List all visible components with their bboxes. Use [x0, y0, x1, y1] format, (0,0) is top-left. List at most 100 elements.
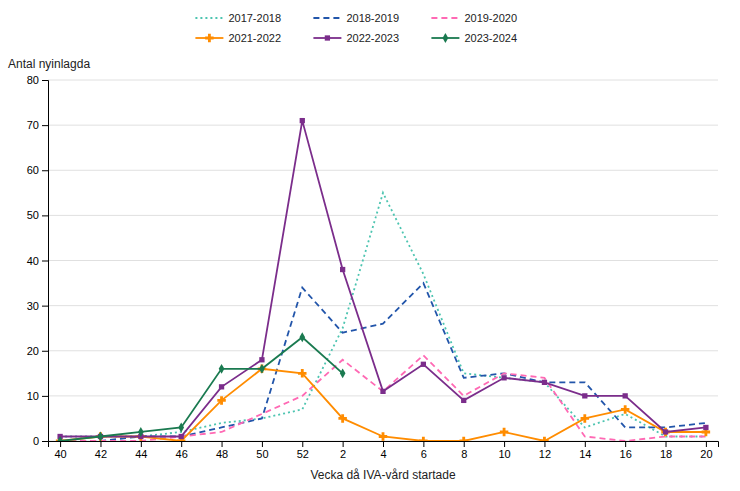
line — [60, 337, 343, 441]
x-tick: 2 — [340, 441, 346, 460]
legend-marker — [443, 33, 449, 43]
grid — [48, 80, 718, 441]
marker — [500, 428, 508, 436]
y-tick-label: 10 — [27, 390, 39, 402]
marker — [219, 384, 224, 389]
marker — [340, 267, 345, 272]
x-tick-mark — [302, 441, 303, 447]
line — [60, 193, 706, 437]
line — [60, 355, 706, 441]
x-tick: 14 — [579, 441, 591, 460]
y-tick-mark — [42, 80, 48, 81]
series — [60, 193, 706, 437]
x-tick-label: 12 — [539, 448, 551, 460]
x-tick: 8 — [461, 441, 467, 460]
legend-item: 2019-2020 — [431, 12, 517, 24]
x-tick-mark — [423, 441, 424, 447]
x-tick-label: 40 — [54, 448, 66, 460]
x-tick-mark — [625, 441, 626, 447]
y-axis: 01020304050607080 — [27, 74, 49, 447]
series — [57, 332, 345, 441]
x-tick-mark — [343, 441, 344, 447]
x-tick-label: 48 — [216, 448, 228, 460]
y-tick: 30 — [27, 300, 48, 312]
series — [60, 355, 706, 441]
y-tick-label: 40 — [27, 255, 39, 267]
y-tick-label: 60 — [27, 164, 39, 176]
y-tick-label: 70 — [27, 119, 39, 131]
y-tick-label: 0 — [33, 435, 39, 447]
legend-label: 2021-2022 — [228, 32, 281, 44]
x-axis: 404244464850522468101214161820 — [49, 441, 719, 460]
y-tick-mark — [42, 351, 48, 352]
plot-area — [56, 118, 710, 441]
marker — [380, 389, 385, 394]
x-tick-mark — [544, 441, 545, 447]
marker — [259, 357, 264, 362]
legend-item: 2017-2018 — [195, 12, 281, 24]
x-tick-mark — [504, 441, 505, 447]
x-tick-label: 4 — [380, 448, 386, 460]
x-tick: 10 — [498, 441, 510, 460]
marker — [461, 398, 466, 403]
legend-marker — [325, 35, 330, 40]
legend-marker — [205, 34, 213, 42]
x-tick-label: 8 — [461, 448, 467, 460]
x-tick: 16 — [620, 441, 632, 460]
marker — [298, 369, 306, 377]
marker — [419, 437, 427, 441]
x-tick-mark — [666, 441, 667, 447]
marker — [299, 332, 305, 342]
x-tick-label: 10 — [498, 448, 510, 460]
marker — [259, 364, 265, 374]
x-tick-label: 16 — [620, 448, 632, 460]
legend-swatch — [431, 17, 459, 19]
x-tick-label: 44 — [135, 448, 147, 460]
marker — [501, 375, 506, 380]
marker — [421, 362, 426, 367]
legend: 2017-2018 2018-2019 2019-2020 2021-2022 2022… — [195, 12, 517, 44]
legend-item: 2022-2023 — [313, 32, 399, 44]
chart: 4042444648505224681012141618200102030405… — [0, 0, 740, 491]
y-tick-mark — [42, 215, 48, 216]
x-tick: 18 — [660, 441, 672, 460]
marker — [663, 429, 668, 434]
marker — [582, 393, 587, 398]
series — [56, 365, 710, 441]
marker — [219, 364, 225, 374]
marker — [459, 437, 467, 441]
x-tick: 50 — [256, 441, 268, 460]
marker — [379, 432, 387, 440]
x-tick-mark — [100, 441, 101, 447]
x-tick: 44 — [135, 441, 147, 460]
x-tick-mark — [181, 441, 182, 447]
series — [60, 283, 706, 441]
y-tick-label: 50 — [27, 209, 39, 221]
legend-swatch — [313, 17, 341, 19]
y-tick: 10 — [27, 390, 48, 402]
grid-line — [48, 350, 718, 351]
y-tick-label: 20 — [27, 345, 39, 357]
grid-line — [48, 215, 718, 216]
y-tick: 70 — [27, 119, 48, 131]
y-tick-mark — [42, 441, 48, 442]
legend-label: 2018-2019 — [346, 12, 399, 24]
y-tick-label: 30 — [27, 300, 39, 312]
y-tick-mark — [42, 396, 48, 397]
marker — [542, 380, 547, 385]
x-tick-label: 18 — [660, 448, 672, 460]
marker — [138, 427, 144, 437]
grid-line — [48, 80, 718, 81]
legend-label: 2022-2023 — [346, 32, 399, 44]
y-tick-mark — [42, 170, 48, 171]
x-tick-mark — [222, 441, 223, 447]
grid-line — [48, 305, 718, 306]
x-tick-mark — [464, 441, 465, 447]
marker — [179, 434, 184, 439]
x-tick: 40 — [54, 441, 66, 460]
marker — [57, 436, 63, 441]
x-tick-label: 42 — [95, 448, 107, 460]
marker — [703, 425, 708, 430]
marker — [623, 393, 628, 398]
x-tick-label: 50 — [256, 448, 268, 460]
